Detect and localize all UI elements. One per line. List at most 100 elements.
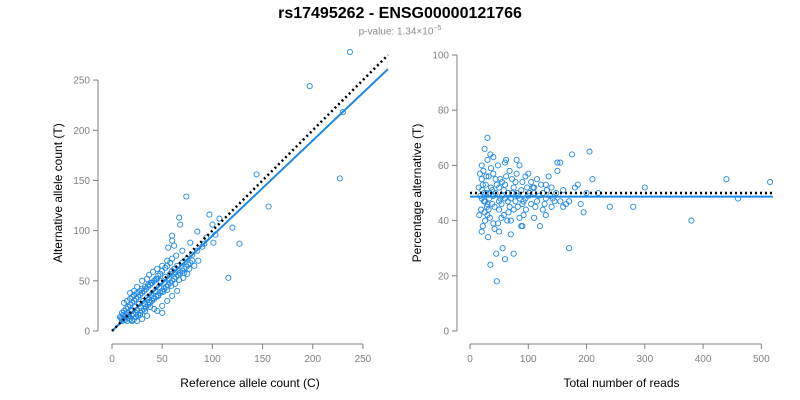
data-point	[533, 176, 541, 183]
x-tick-label: 400	[695, 354, 712, 365]
data-point	[173, 252, 180, 259]
data-point	[560, 187, 567, 194]
data-point	[479, 223, 486, 230]
data-point	[125, 311, 132, 318]
data-point	[506, 167, 513, 174]
data-point	[554, 167, 561, 174]
data-point	[183, 263, 190, 270]
data-point	[253, 171, 260, 178]
y-tick-label: 20	[438, 271, 450, 282]
data-point	[145, 301, 152, 308]
data-point	[522, 173, 529, 180]
data-point	[767, 178, 774, 186]
data-point	[154, 265, 161, 272]
data-point	[498, 214, 505, 221]
data-point	[482, 217, 489, 224]
data-point	[187, 239, 194, 246]
data-point	[492, 176, 499, 183]
data-point	[144, 275, 151, 282]
data-point	[516, 162, 523, 169]
data-point	[154, 307, 161, 314]
data-point	[157, 270, 164, 277]
data-point	[533, 198, 541, 205]
data-point	[507, 217, 514, 224]
data-point	[306, 83, 313, 90]
fit-line	[111, 68, 389, 332]
data-point	[522, 206, 529, 213]
data-point	[514, 203, 521, 210]
x-tick-label: 0	[467, 354, 473, 365]
data-point	[589, 176, 596, 183]
data-point	[134, 289, 141, 296]
data-point	[475, 184, 482, 191]
page-title: rs17495262 - ENSG00000121766	[278, 5, 522, 22]
data-point	[201, 240, 208, 247]
data-point	[507, 231, 514, 238]
data-point	[142, 283, 149, 290]
data-point	[159, 309, 166, 316]
x-tick-label: 200	[304, 354, 321, 365]
data-point	[480, 167, 487, 174]
data-point	[557, 198, 564, 205]
data-point	[124, 297, 131, 304]
x-tick-label: 500	[753, 354, 770, 365]
data-point	[688, 217, 695, 224]
data-point	[490, 170, 497, 177]
data-point	[490, 220, 497, 227]
data-point	[164, 257, 171, 264]
pvalue-label: p-value: 1.34×10	[358, 26, 434, 38]
data-point	[481, 145, 488, 152]
data-point	[129, 307, 136, 314]
data-point	[541, 200, 548, 208]
data-point	[510, 250, 517, 257]
data-point	[510, 206, 517, 213]
data-point	[186, 265, 193, 272]
data-point	[479, 181, 486, 188]
data-point	[346, 48, 353, 56]
data-point	[191, 262, 198, 269]
data-point	[483, 173, 490, 180]
x-tick-label: 100	[204, 354, 221, 365]
data-point	[539, 206, 546, 213]
data-point	[519, 178, 526, 186]
pvalue-exponent: −5	[433, 25, 442, 32]
data-point	[209, 221, 216, 228]
data-point	[118, 317, 126, 325]
data-point	[484, 134, 491, 141]
data-point	[496, 198, 503, 205]
x-tick-label: 150	[254, 354, 271, 365]
data-point	[723, 176, 730, 183]
data-point	[531, 214, 538, 221]
data-point	[536, 223, 543, 230]
data-point	[554, 159, 561, 166]
data-point	[157, 289, 164, 296]
x-axis-label: Reference allele count (C)	[180, 376, 319, 390]
data-point	[485, 206, 492, 213]
data-point	[120, 299, 128, 306]
data-point	[566, 198, 573, 205]
data-point	[137, 291, 144, 298]
y-tick-label: 0	[443, 327, 449, 338]
data-point	[145, 283, 152, 290]
data-point	[482, 181, 489, 188]
x-tick-label: 200	[578, 354, 595, 365]
data-point	[528, 200, 535, 208]
page-subtitle: p-value: 1.34×10−5	[0, 25, 800, 37]
percentage-scatter-plot: 0 100 200 300 400 500 0 20 40 60 80 100 Total number…	[410, 51, 774, 390]
data-point	[478, 228, 485, 235]
x-axis-label: Total number of reads	[563, 376, 679, 390]
data-point	[171, 242, 178, 249]
data-point	[478, 206, 485, 213]
data-point	[339, 109, 346, 116]
data-point	[531, 184, 538, 191]
data-point	[194, 228, 201, 235]
data-point	[512, 178, 519, 186]
data-point	[524, 184, 531, 191]
data-point	[478, 176, 485, 183]
data-point	[500, 187, 507, 194]
data-point	[159, 262, 166, 269]
data-point	[134, 283, 141, 290]
x-tick-label: 300	[636, 354, 653, 365]
data-point	[164, 286, 171, 293]
